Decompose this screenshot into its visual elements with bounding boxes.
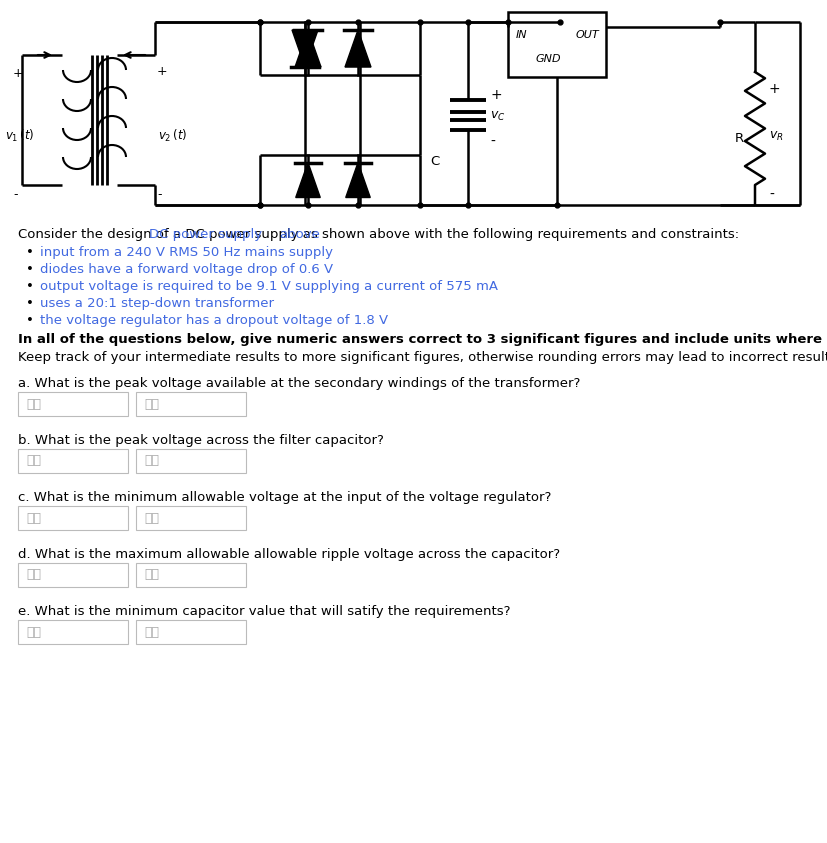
Text: Consider the design of a DC power supply as shown above with the following requi: Consider the design of a DC power supply…	[18, 228, 739, 241]
Text: a. What is the peak voltage available at the secondary windings of the transform: a. What is the peak voltage available at…	[18, 377, 581, 390]
Text: uses a 20:1 step-down transformer: uses a 20:1 step-down transformer	[40, 297, 274, 310]
Text: b. What is the peak voltage across the filter capacitor?: b. What is the peak voltage across the f…	[18, 434, 384, 447]
Text: •: •	[26, 297, 34, 310]
Text: above: above	[280, 228, 320, 241]
Text: •: •	[26, 246, 34, 259]
Text: •: •	[26, 280, 34, 293]
Text: input from a 240 V RMS 50 Hz mains supply: input from a 240 V RMS 50 Hz mains suppl…	[40, 246, 333, 259]
Text: IN: IN	[516, 30, 528, 40]
Bar	[136, 620, 246, 644]
Text: 单位: 单位	[144, 568, 159, 582]
Text: In all of the questions below, give numeric answers correct to 3 significant fig: In all of the questions below, give nume…	[18, 333, 827, 346]
Text: -: -	[490, 135, 495, 149]
Bar	[18, 392, 128, 416]
Polygon shape	[296, 163, 320, 197]
Text: $v_R$: $v_R$	[769, 130, 784, 143]
Text: c. What is the minimum allowable voltage at the input of the voltage regulator?: c. What is the minimum allowable voltage…	[18, 491, 552, 504]
Text: OUT: OUT	[576, 30, 600, 40]
Text: -: -	[769, 188, 774, 202]
Text: DC power supply: DC power supply	[149, 228, 262, 241]
Text: •: •	[26, 263, 34, 276]
Bar	[136, 449, 246, 473]
Text: -: -	[13, 188, 17, 201]
Text: +: +	[490, 88, 502, 102]
Bar	[18, 620, 128, 644]
Polygon shape	[345, 30, 371, 67]
Bar	[136, 563, 246, 587]
Text: e. What is the minimum capacitor value that will satify the requirements?: e. What is the minimum capacitor value t…	[18, 605, 510, 618]
Text: diodes have a forward voltage drop of 0.6 V: diodes have a forward voltage drop of 0.…	[40, 263, 333, 276]
Text: 单位: 单位	[144, 512, 159, 524]
Bar	[136, 392, 246, 416]
Text: $v_2\,(t)$: $v_2\,(t)$	[158, 128, 187, 144]
Text: +: +	[157, 65, 168, 78]
Text: $v_C$: $v_C$	[490, 110, 505, 123]
Text: $v_1\,(t)$: $v_1\,(t)$	[5, 128, 34, 144]
Text: Keep track of your intermediate results to more significant figures, otherwise r: Keep track of your intermediate results …	[18, 351, 827, 364]
Text: -: -	[157, 188, 161, 201]
Text: 数字: 数字	[26, 512, 41, 524]
Bar	[136, 506, 246, 530]
Text: output voltage is required to be 9.1 V supplying a current of 575 mA: output voltage is required to be 9.1 V s…	[40, 280, 498, 293]
Text: 单位: 单位	[144, 626, 159, 638]
Text: 单位: 单位	[144, 398, 159, 411]
Text: 数字: 数字	[26, 568, 41, 582]
Text: C: C	[430, 155, 439, 168]
Text: 数字: 数字	[26, 398, 41, 411]
Text: +: +	[769, 82, 781, 96]
Bar	[18, 506, 128, 530]
Text: GND: GND	[536, 54, 562, 64]
Polygon shape	[346, 163, 370, 197]
Text: •: •	[26, 314, 34, 327]
Text: 单位: 单位	[144, 454, 159, 468]
Polygon shape	[292, 30, 318, 67]
Text: d. What is the maximum allowable allowable ripple voltage across the capacitor?: d. What is the maximum allowable allowab…	[18, 548, 560, 561]
Polygon shape	[295, 30, 321, 67]
Bar	[18, 563, 128, 587]
Text: 数字: 数字	[26, 626, 41, 638]
Text: 数字: 数字	[26, 454, 41, 468]
Bar	[508, 12, 606, 77]
Text: +: +	[13, 67, 24, 80]
Text: the voltage regulator has a dropout voltage of 1.8 V: the voltage regulator has a dropout volt…	[40, 314, 388, 327]
Text: R: R	[735, 132, 744, 145]
Bar	[18, 449, 128, 473]
